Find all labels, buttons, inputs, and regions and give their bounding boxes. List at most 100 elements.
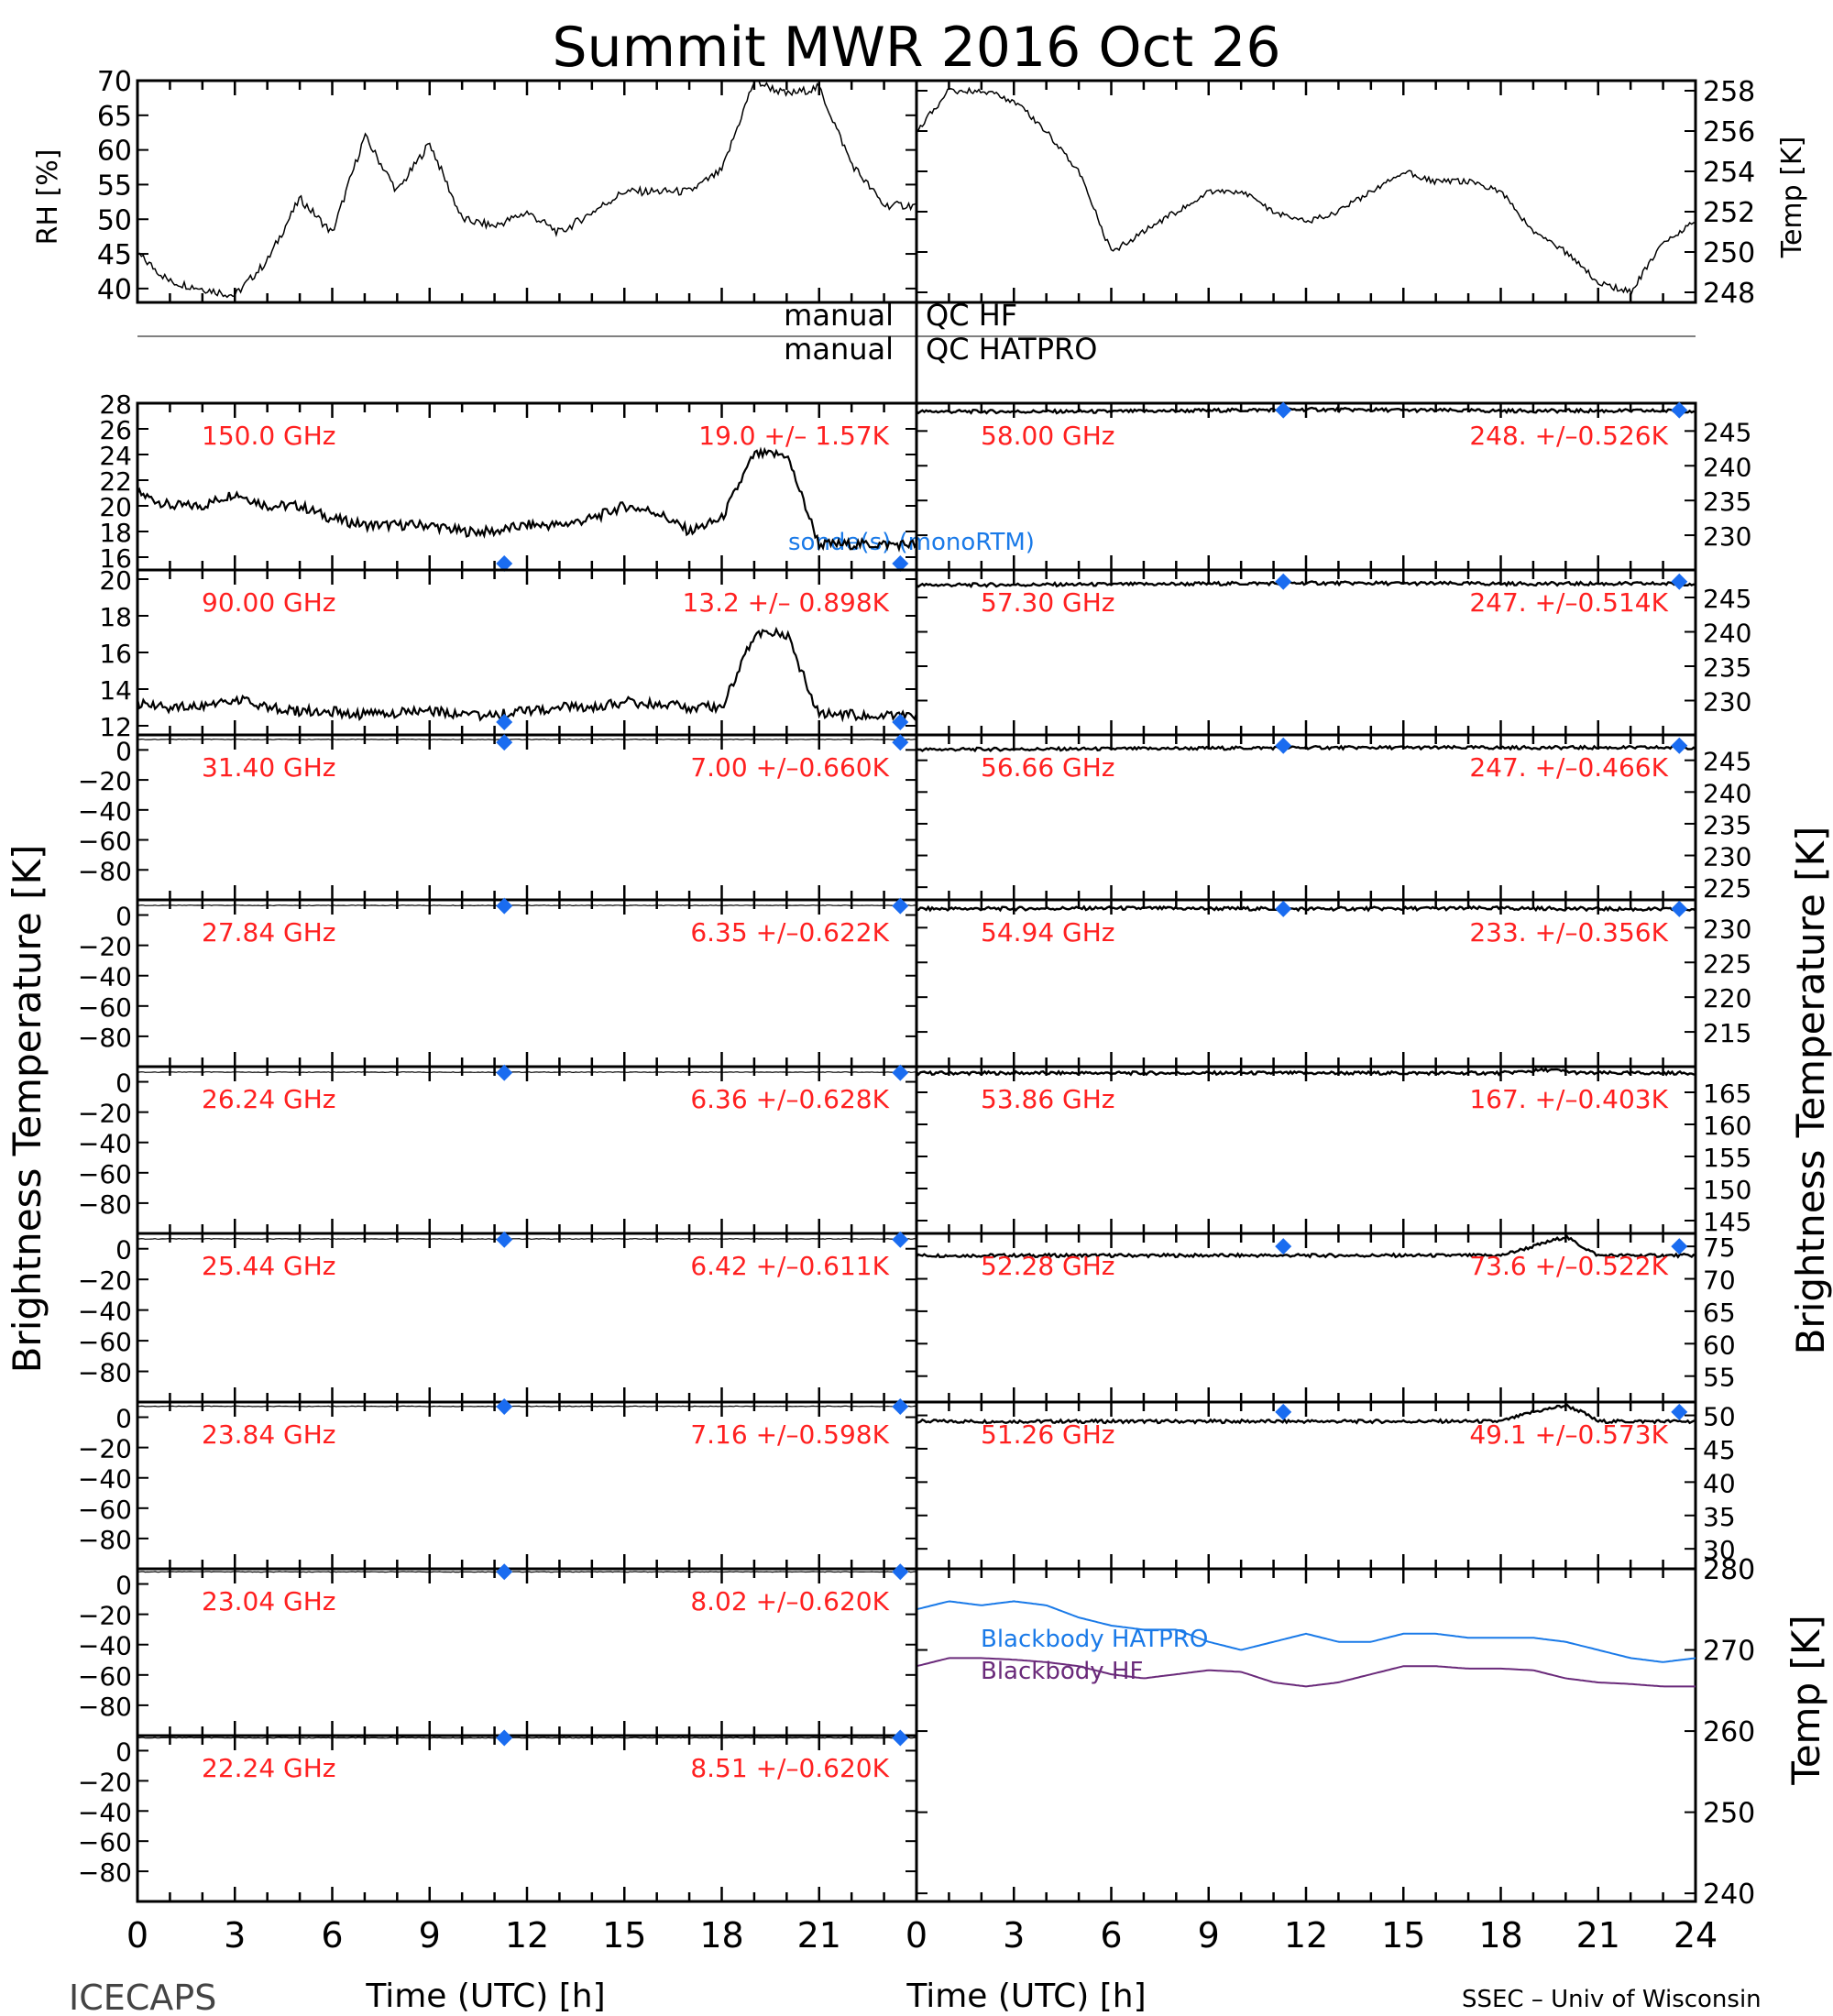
left-panel-9-ytick-label: 0 <box>115 1737 132 1767</box>
left-panel-2-sonde-marker <box>496 714 513 730</box>
right-panel-7-ytick-label: 35 <box>1703 1502 1736 1532</box>
right-panel-6-ytick-label: 55 <box>1703 1363 1736 1393</box>
right-panel-5-ytick-label: 145 <box>1703 1207 1751 1237</box>
left-panel-1-ytick-label: 20 <box>99 492 132 522</box>
left-panel-8-ytick-label: −60 <box>78 1661 132 1692</box>
right-panel-7-ytick-label: 40 <box>1703 1468 1736 1498</box>
right-panel-1-line <box>916 406 1696 415</box>
temp-panel-ytick-label: 252 <box>1703 197 1755 229</box>
blackbody-panel-ytick-label: 270 <box>1703 1636 1755 1668</box>
x-tick-label-right: 15 <box>1381 1915 1425 1956</box>
bb-hf-label: Blackbody HF <box>981 1658 1143 1685</box>
left-panel-8-ytick-label: 0 <box>115 1571 132 1601</box>
left-panel-4-line <box>137 904 917 907</box>
left-panel-8-ytick-label: −40 <box>78 1631 132 1661</box>
left-panel-3-ytick-label: −40 <box>78 796 132 827</box>
right-panel-1-stats-label: 248. +/–0.526K <box>1469 421 1668 451</box>
right-panel-1-sonde-marker <box>1671 401 1688 419</box>
right-panel-7-line <box>916 1403 1696 1425</box>
left-panel-6-ytick-label: −20 <box>78 1265 132 1296</box>
left-panel-1-ytick-label: 26 <box>99 415 132 445</box>
left-panel-1-stats-label: 19.0 +/– 1.57K <box>698 421 889 451</box>
left-panel-5-sonde-marker <box>496 1064 513 1081</box>
temp-panel-ytick-label: 256 <box>1703 116 1755 148</box>
left-panel-3-sonde-marker <box>496 734 513 751</box>
x-tick-label-left: 12 <box>505 1915 549 1956</box>
left-panel-7-stats-label: 7.16 +/–0.598K <box>690 1419 889 1450</box>
left-panel-4-ytick-label: −60 <box>78 992 132 1023</box>
left-panel-6-freq-label: 25.44 GHz <box>202 1251 336 1281</box>
left-panel-4-ytick-label: −20 <box>78 932 132 962</box>
left-panel-5-ytick-label: −40 <box>78 1129 132 1159</box>
left-panel-6-stats-label: 6.42 +/–0.611K <box>690 1251 889 1281</box>
right-panel-4-sonde-marker <box>1275 900 1292 917</box>
right-panel-1-ytick-label: 235 <box>1703 487 1751 517</box>
right-panel-3-ytick-label: 245 <box>1703 747 1751 777</box>
qc-row2-left: manual <box>784 332 894 367</box>
blackbody-panel-ytick-label: 260 <box>1703 1716 1755 1748</box>
x-tick-label-right: 9 <box>1198 1915 1220 1956</box>
right-panel-5-ytick-label: 160 <box>1703 1111 1751 1141</box>
right-panel-6-ytick-label: 65 <box>1703 1298 1736 1328</box>
left-panel-3-ytick-label: −20 <box>78 766 132 796</box>
right-panel-6-freq-label: 52.28 GHz <box>981 1251 1115 1281</box>
right-panel-6-ytick-label: 60 <box>1703 1330 1736 1360</box>
left-panel-3-freq-label: 31.40 GHz <box>202 752 336 783</box>
right-panel-4-stats-label: 233. +/–0.356K <box>1469 917 1668 948</box>
left-panel-8-freq-label: 23.04 GHz <box>202 1586 336 1616</box>
rh-line <box>137 80 917 299</box>
right-panel-2-ytick-label: 235 <box>1703 652 1751 683</box>
x-tick-label-left: 0 <box>126 1915 148 1956</box>
left-panel-1-ytick-label: 18 <box>99 518 132 548</box>
left-panel-9-stats-label: 8.51 +/–0.620K <box>690 1753 889 1783</box>
left-panel-5-freq-label: 26.24 GHz <box>202 1084 336 1114</box>
bb-temp-axis-title: Temp [K] <box>1784 1615 1828 1786</box>
temp-line <box>916 86 1696 297</box>
left-panel-5-line <box>137 1071 917 1074</box>
right-panel-2-sonde-marker <box>1275 573 1292 590</box>
right-panel-2-ytick-label: 245 <box>1703 584 1751 614</box>
left-panel-7-ytick-label: −60 <box>78 1495 132 1525</box>
right-panel-7-stats-label: 49.1 +/–0.573K <box>1469 1419 1668 1450</box>
temp-panel-ytick-label: 248 <box>1703 278 1755 310</box>
chart-title: Summit MWR 2016 Oct 26 <box>552 16 1280 80</box>
left-panel-4-sonde-marker <box>496 897 513 915</box>
left-panel-7-ytick-label: 0 <box>115 1404 132 1434</box>
right-panel-6-sonde-marker <box>1671 1238 1688 1255</box>
x-tick-label-right: 24 <box>1674 1915 1718 1956</box>
x-tick-label-left: 18 <box>699 1915 743 1956</box>
right-panel-5-ytick-label: 155 <box>1703 1143 1751 1173</box>
right-panel-7-ytick-label: 30 <box>1703 1535 1736 1565</box>
right-panel-2-sonde-marker <box>1671 573 1688 590</box>
left-panel-6-ytick-label: 0 <box>115 1235 132 1265</box>
left-panel-8-stats-label: 8.02 +/–0.620K <box>690 1586 889 1616</box>
right-panel-5-ytick-label: 150 <box>1703 1175 1751 1205</box>
left-panel-1-sonde-marker <box>496 555 513 572</box>
left-panel-9-ytick-label: −20 <box>78 1767 132 1797</box>
right-panel-7-sonde-marker <box>1671 1403 1688 1420</box>
left-panel-8-ytick-label: −20 <box>78 1601 132 1631</box>
right-panel-4-sonde-marker <box>1671 900 1688 917</box>
rh-panel-ytick-label: 50 <box>97 204 132 236</box>
right-panel-3-sonde-marker <box>1671 737 1688 754</box>
x-tick-label-right: 3 <box>1003 1915 1025 1956</box>
right-panel-3-freq-label: 56.66 GHz <box>981 752 1115 783</box>
left-panel-4-stats-label: 6.35 +/–0.622K <box>690 917 889 948</box>
right-panel-4-ytick-label: 220 <box>1703 983 1751 1013</box>
left-panel-3-ytick-label: −80 <box>78 856 132 886</box>
right-panel-3-line <box>916 744 1696 753</box>
right-panel-6-line <box>916 1234 1696 1259</box>
left-panel-3-sonde-marker <box>892 734 909 751</box>
right-panel-4-ytick-label: 225 <box>1703 948 1751 979</box>
right-panel-3-ytick-label: 240 <box>1703 778 1751 808</box>
left-panel-3-stats-label: 7.00 +/–0.660K <box>690 752 889 783</box>
x-tick-label-left: 9 <box>419 1915 441 1956</box>
rh-panel-ytick-label: 55 <box>97 170 132 202</box>
x-tick-label-right: 21 <box>1576 1915 1620 1956</box>
left-panel-9-ytick-label: −40 <box>78 1797 132 1827</box>
right-panel-1-sonde-marker <box>1275 401 1292 419</box>
right-panel-5-freq-label: 53.86 GHz <box>981 1084 1115 1114</box>
temp-axis-title: Temp [K] <box>1776 137 1808 259</box>
right-panel-1-freq-label: 58.00 GHz <box>981 421 1115 451</box>
